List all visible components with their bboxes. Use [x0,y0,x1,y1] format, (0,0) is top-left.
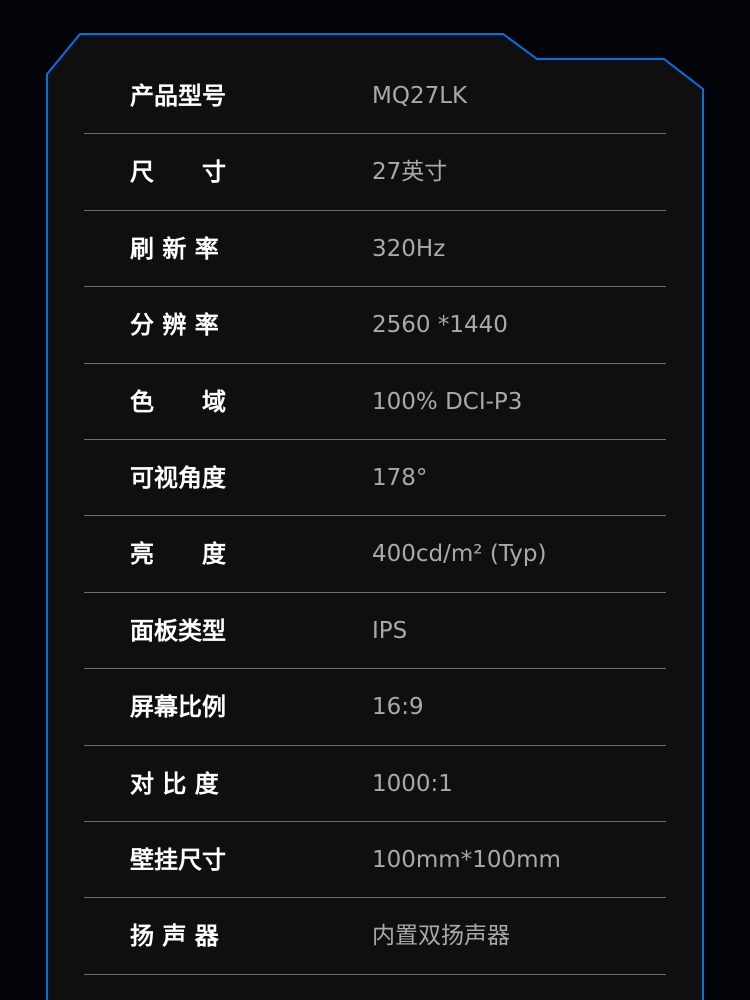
spec-row: 分 辨 率 2560 *1440 [84,287,666,364]
spec-label: 对 比 度 [130,769,219,798]
spec-label: 刷 新 率 [130,234,219,263]
spec-row: 尺 寸 27英寸 [84,134,666,211]
spec-value: 27英寸 [372,159,448,186]
spec-value: MQ27LK [372,83,468,109]
spec-label: 尺 寸 [130,158,226,187]
spec-value: 178° [372,464,428,491]
spec-label: 屏幕比例 [130,693,226,722]
spec-value: 内置双扬声器 [372,923,510,950]
spec-label: 可视角度 [130,463,226,492]
spec-value: 16:9 [372,694,424,721]
spec-row: 扬 声 器 内置双扬声器 [84,898,666,975]
spec-value: IPS [372,617,408,644]
spec-value: 400cd/m² (Typ) [372,541,547,568]
spec-value: 100mm*100mm [372,846,561,873]
spec-row: 产品型号 MQ27LK [84,58,666,135]
spec-row: 面板类型 IPS [84,593,666,670]
spec-value: 2560 *1440 [372,312,508,339]
spec-row: 色 域 100% DCI-P3 [84,364,666,440]
spec-value: 100% DCI-P3 [372,388,523,415]
spec-label: 扬 声 器 [130,922,219,951]
spec-table: 产品型号 MQ27LK 尺 寸 27英寸刷 新 率 320Hz 分 辨 率 2560 *14… [84,58,666,975]
spec-label: 壁挂尺寸 [130,845,226,874]
spec-label: 产品型号 [130,82,226,110]
spec-label: 面板类型 [130,616,226,645]
spec-row: 对 比 度 1000:1 [84,746,666,822]
spec-row: 屏幕比例 16:9 [84,669,666,746]
spec-row: 刷 新 率 320Hz [84,211,666,288]
spec-label: 分 辨 率 [130,311,219,340]
spec-label: 色 域 [130,387,226,416]
spec-row: 亮 度 400cd/m² (Typ) [84,516,666,593]
spec-label: 亮 度 [130,540,226,569]
spec-value: 320Hz [372,235,446,262]
spec-value: 1000:1 [372,770,453,797]
spec-row: 可视角度 178° [84,440,666,517]
spec-row: 壁挂尺寸 100mm*100mm [84,822,666,899]
